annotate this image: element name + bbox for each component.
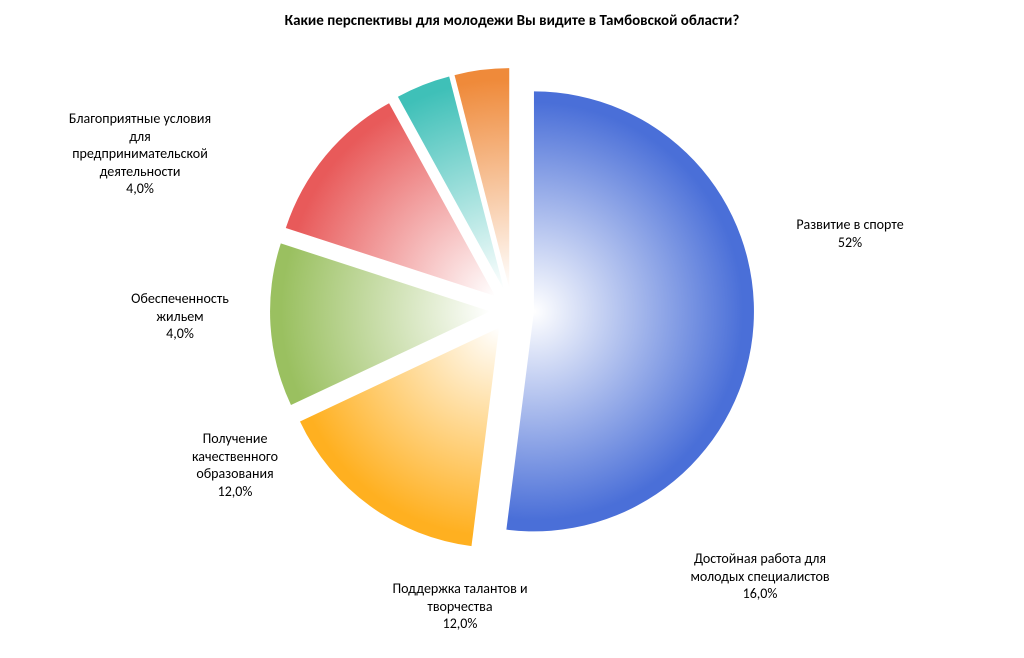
slice-label-education: Получениекачественногообразования12,0%: [145, 430, 325, 500]
pie-chart-container: Какие перспективы для молодежи Вы видите…: [0, 0, 1024, 658]
slice-label-business-line2: для: [129, 128, 151, 145]
slice-label-work-line2: молодых специалистов: [690, 568, 829, 585]
slice-label-education-line2: качественного: [192, 448, 278, 465]
slice-label-business: Благоприятные условиядляпредпринимательс…: [30, 110, 250, 198]
slice-label-housing-line1: Обеспеченность: [131, 290, 229, 307]
slice-label-talent: Поддержка талантов итворчества12,0%: [350, 580, 570, 633]
slice-label-education-line1: Получение: [203, 430, 268, 447]
slice-label-sport-line2: 52%: [838, 234, 862, 251]
slice-label-business-line5: 4,0%: [126, 180, 154, 197]
slice-label-sport: Развитие в спорте52%: [760, 216, 940, 251]
slice-label-housing-line3: 4,0%: [166, 325, 194, 342]
slice-label-work-line1: Достойная работа для: [694, 550, 826, 567]
slice-label-work-line3: 16,0%: [743, 585, 778, 602]
slice-label-business-line1: Благоприятные условия: [69, 110, 211, 127]
slice-label-education-line3: образования: [196, 465, 273, 482]
pie-slice-sport: [506, 91, 754, 531]
slice-label-business-line3: предпринимательской: [72, 145, 208, 162]
slice-label-housing-line2: жильем: [156, 308, 203, 325]
slice-label-talent-line2: творчества: [427, 598, 492, 615]
slice-label-work: Достойная работа длямолодых специалистов…: [650, 550, 870, 603]
slice-label-talent-line1: Поддержка талантов и: [392, 580, 527, 597]
slice-label-housing: Обеспеченностьжильем4,0%: [90, 290, 270, 343]
slice-label-education-line4: 12,0%: [218, 483, 253, 500]
slice-label-sport-line1: Развитие в спорте: [796, 216, 903, 233]
slice-label-business-line4: деятельности: [100, 163, 181, 180]
slice-label-talent-line3: 12,0%: [443, 615, 478, 632]
